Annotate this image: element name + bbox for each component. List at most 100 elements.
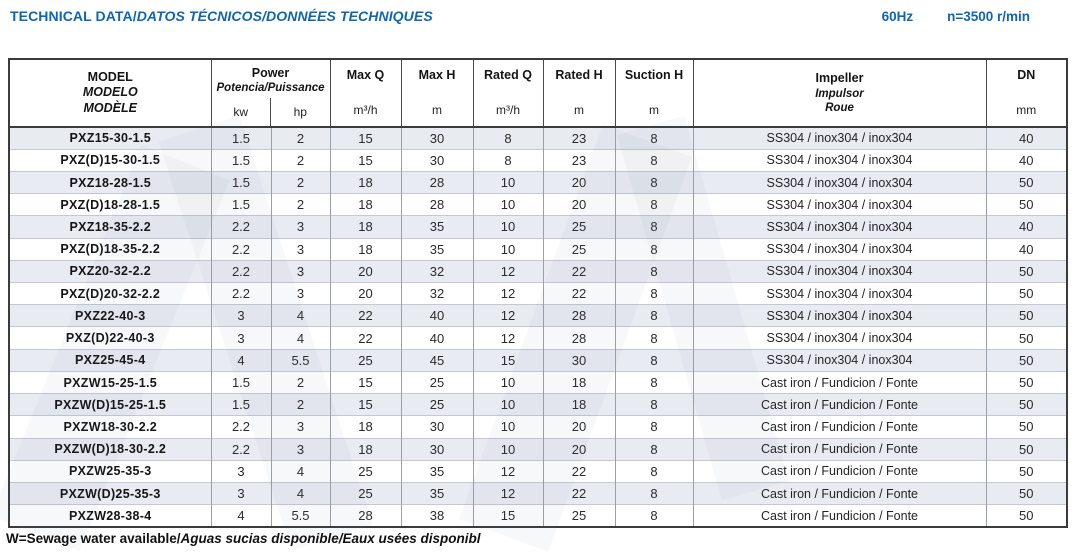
max-q-cell: 20 (329, 282, 401, 305)
suction-h-cell: 8 (614, 237, 693, 261)
rated-q-cell: 8 (472, 127, 543, 150)
col-header-model: MODEL MODELO MODÈLE (9, 59, 211, 128)
table-row: PXZW28-38-4 4 5.5 28 38 15 25 8 Cast iron / Fund… (9, 504, 1067, 527)
table-row: PXZ(D)15-30-1.5 1.5 2 15 30 8 23 8 SS304 / inox3… (9, 148, 1067, 172)
rated-q-cell: 10 (472, 437, 543, 461)
kw-cell: 3 (210, 326, 271, 350)
hp-cell: 4 (270, 304, 330, 327)
suction-h-cell: 8 (614, 127, 693, 150)
max-h-cell: 32 (400, 282, 473, 305)
rated-q-label: Rated Q (484, 68, 532, 82)
model-header-fr: MODÈLE (83, 100, 137, 115)
hp-cell: 2 (270, 393, 330, 416)
kw-cell: 1.5 (210, 170, 271, 194)
model-cell: PXZ18-28-1.5 (9, 170, 211, 194)
model-cell: PXZ(D)15-30-1.5 (9, 148, 211, 172)
rated-q-cell: 10 (472, 170, 543, 194)
col-header-rated-q: Rated Q m³/h (472, 59, 543, 128)
model-cell: PXZW25-35-3 (9, 459, 211, 483)
rated-q-cell: 15 (472, 348, 543, 372)
col-header-power: Power Potencia/Puissance kw hp (210, 59, 330, 128)
model-cell: PXZW(D)25-35-3 (9, 481, 211, 505)
model-header-es: MODELO (82, 85, 138, 100)
model-cell: PXZ18-35-2.2 (9, 215, 211, 239)
hp-cell: 2 (270, 170, 330, 194)
rated-q-cell: 10 (472, 370, 543, 394)
dn-cell: 50 (985, 304, 1067, 327)
table-row: PXZ(D)18-28-1.5 1.5 2 18 28 10 20 8 SS304 / inox… (9, 193, 1067, 216)
suction-h-cell: 8 (614, 393, 693, 416)
rated-q-cell: 10 (472, 193, 543, 216)
impeller-cell: SS304 / inox304 / inox304 (692, 148, 986, 172)
rated-h-cell: 20 (542, 193, 615, 216)
power-header-sublabel: Potencia/Puissance (216, 82, 325, 94)
col-header-rated-h: Rated H m (542, 59, 615, 128)
kw-cell: 2.2 (210, 259, 271, 283)
impeller-cell: Cast iron / Fundicion / Fonte (692, 504, 986, 527)
dn-unit: mm (1016, 103, 1037, 117)
dn-cell: 50 (985, 193, 1067, 216)
dn-cell: 50 (985, 259, 1067, 283)
table-row: PXZW18-30-2.2 2.2 3 18 30 10 20 8 Cast iron / Fu… (9, 415, 1067, 439)
dn-cell: 40 (985, 127, 1067, 150)
speed-label: n=3500 r/min (947, 9, 1030, 24)
model-cell: PXZW15-25-1.5 (9, 370, 211, 394)
max-h-unit: m (432, 103, 442, 117)
kw-cell: 1.5 (210, 193, 271, 216)
rated-h-cell: 20 (542, 437, 615, 461)
suction-h-cell: 8 (614, 193, 693, 216)
impeller-cell: SS304 / inox304 / inox304 (692, 215, 986, 239)
rated-h-cell: 18 (542, 393, 615, 416)
model-cell: PXZ(D)20-32-2.2 (9, 282, 211, 305)
hp-cell: 3 (270, 282, 330, 305)
rated-q-cell: 10 (472, 415, 543, 439)
suction-h-cell: 8 (614, 304, 693, 327)
table-row: PXZ25-45-4 4 5.5 25 45 15 30 8 SS304 / inox304 /… (9, 348, 1067, 372)
suction-h-cell: 8 (614, 459, 693, 483)
dn-cell: 50 (985, 326, 1067, 350)
kw-cell: 1.5 (210, 127, 271, 150)
max-q-cell: 15 (329, 148, 401, 172)
hp-cell: 3 (270, 237, 330, 261)
max-h-cell: 35 (400, 215, 473, 239)
max-q-cell: 18 (329, 437, 401, 461)
kw-cell: 2.2 (210, 415, 271, 439)
impeller-cell: Cast iron / Fundicion / Fonte (692, 459, 986, 483)
dn-cell: 40 (985, 237, 1067, 261)
col-header-dn: DN mm (985, 59, 1067, 128)
max-q-cell: 15 (329, 393, 401, 416)
rated-h-cell: 23 (542, 127, 615, 150)
table-row: PXZW25-35-3 3 4 25 35 12 22 8 Cast iron / Fundic… (9, 459, 1067, 483)
power-unit-kw: kw (233, 105, 249, 119)
rated-h-cell: 30 (542, 348, 615, 372)
rated-h-cell: 22 (542, 481, 615, 505)
rated-q-cell: 10 (472, 237, 543, 261)
suction-h-unit: m (649, 103, 659, 117)
impeller-header-fr: Roue (825, 101, 854, 114)
max-h-cell: 25 (400, 370, 473, 394)
rated-h-unit: m (574, 103, 584, 117)
impeller-cell: Cast iron / Fundicion / Fonte (692, 370, 986, 394)
table-row: PXZW(D)25-35-3 3 4 25 35 12 22 8 Cast iron / Fun… (9, 481, 1067, 505)
rated-h-label: Rated H (555, 68, 603, 82)
kw-cell: 1.5 (210, 148, 271, 172)
kw-cell: 3 (210, 459, 271, 483)
table-row: PXZW(D)15-25-1.5 1.5 2 15 25 10 18 8 Cast iron /… (9, 393, 1067, 416)
max-q-cell: 18 (329, 415, 401, 439)
impeller-header-es: Impulsor (815, 87, 864, 100)
hp-cell: 3 (270, 259, 330, 283)
rated-h-cell: 22 (542, 282, 615, 305)
dn-cell: 50 (985, 370, 1067, 394)
max-h-cell: 38 (400, 504, 473, 527)
rated-q-cell: 12 (472, 282, 543, 305)
model-cell: PXZW18-30-2.2 (9, 415, 211, 439)
max-q-cell: 25 (329, 459, 401, 483)
page-header: TECHNICAL DATA/DATOS TÉCNICOS/DONNÉES TE… (10, 8, 1030, 24)
max-h-cell: 35 (400, 459, 473, 483)
suction-h-cell: 8 (614, 415, 693, 439)
dn-cell: 50 (985, 393, 1067, 416)
hp-cell: 2 (270, 127, 330, 150)
table-row: PXZ18-35-2.2 2.2 3 18 35 10 25 8 SS304 / inox304… (9, 215, 1067, 239)
model-header-en: MODEL (87, 69, 133, 84)
